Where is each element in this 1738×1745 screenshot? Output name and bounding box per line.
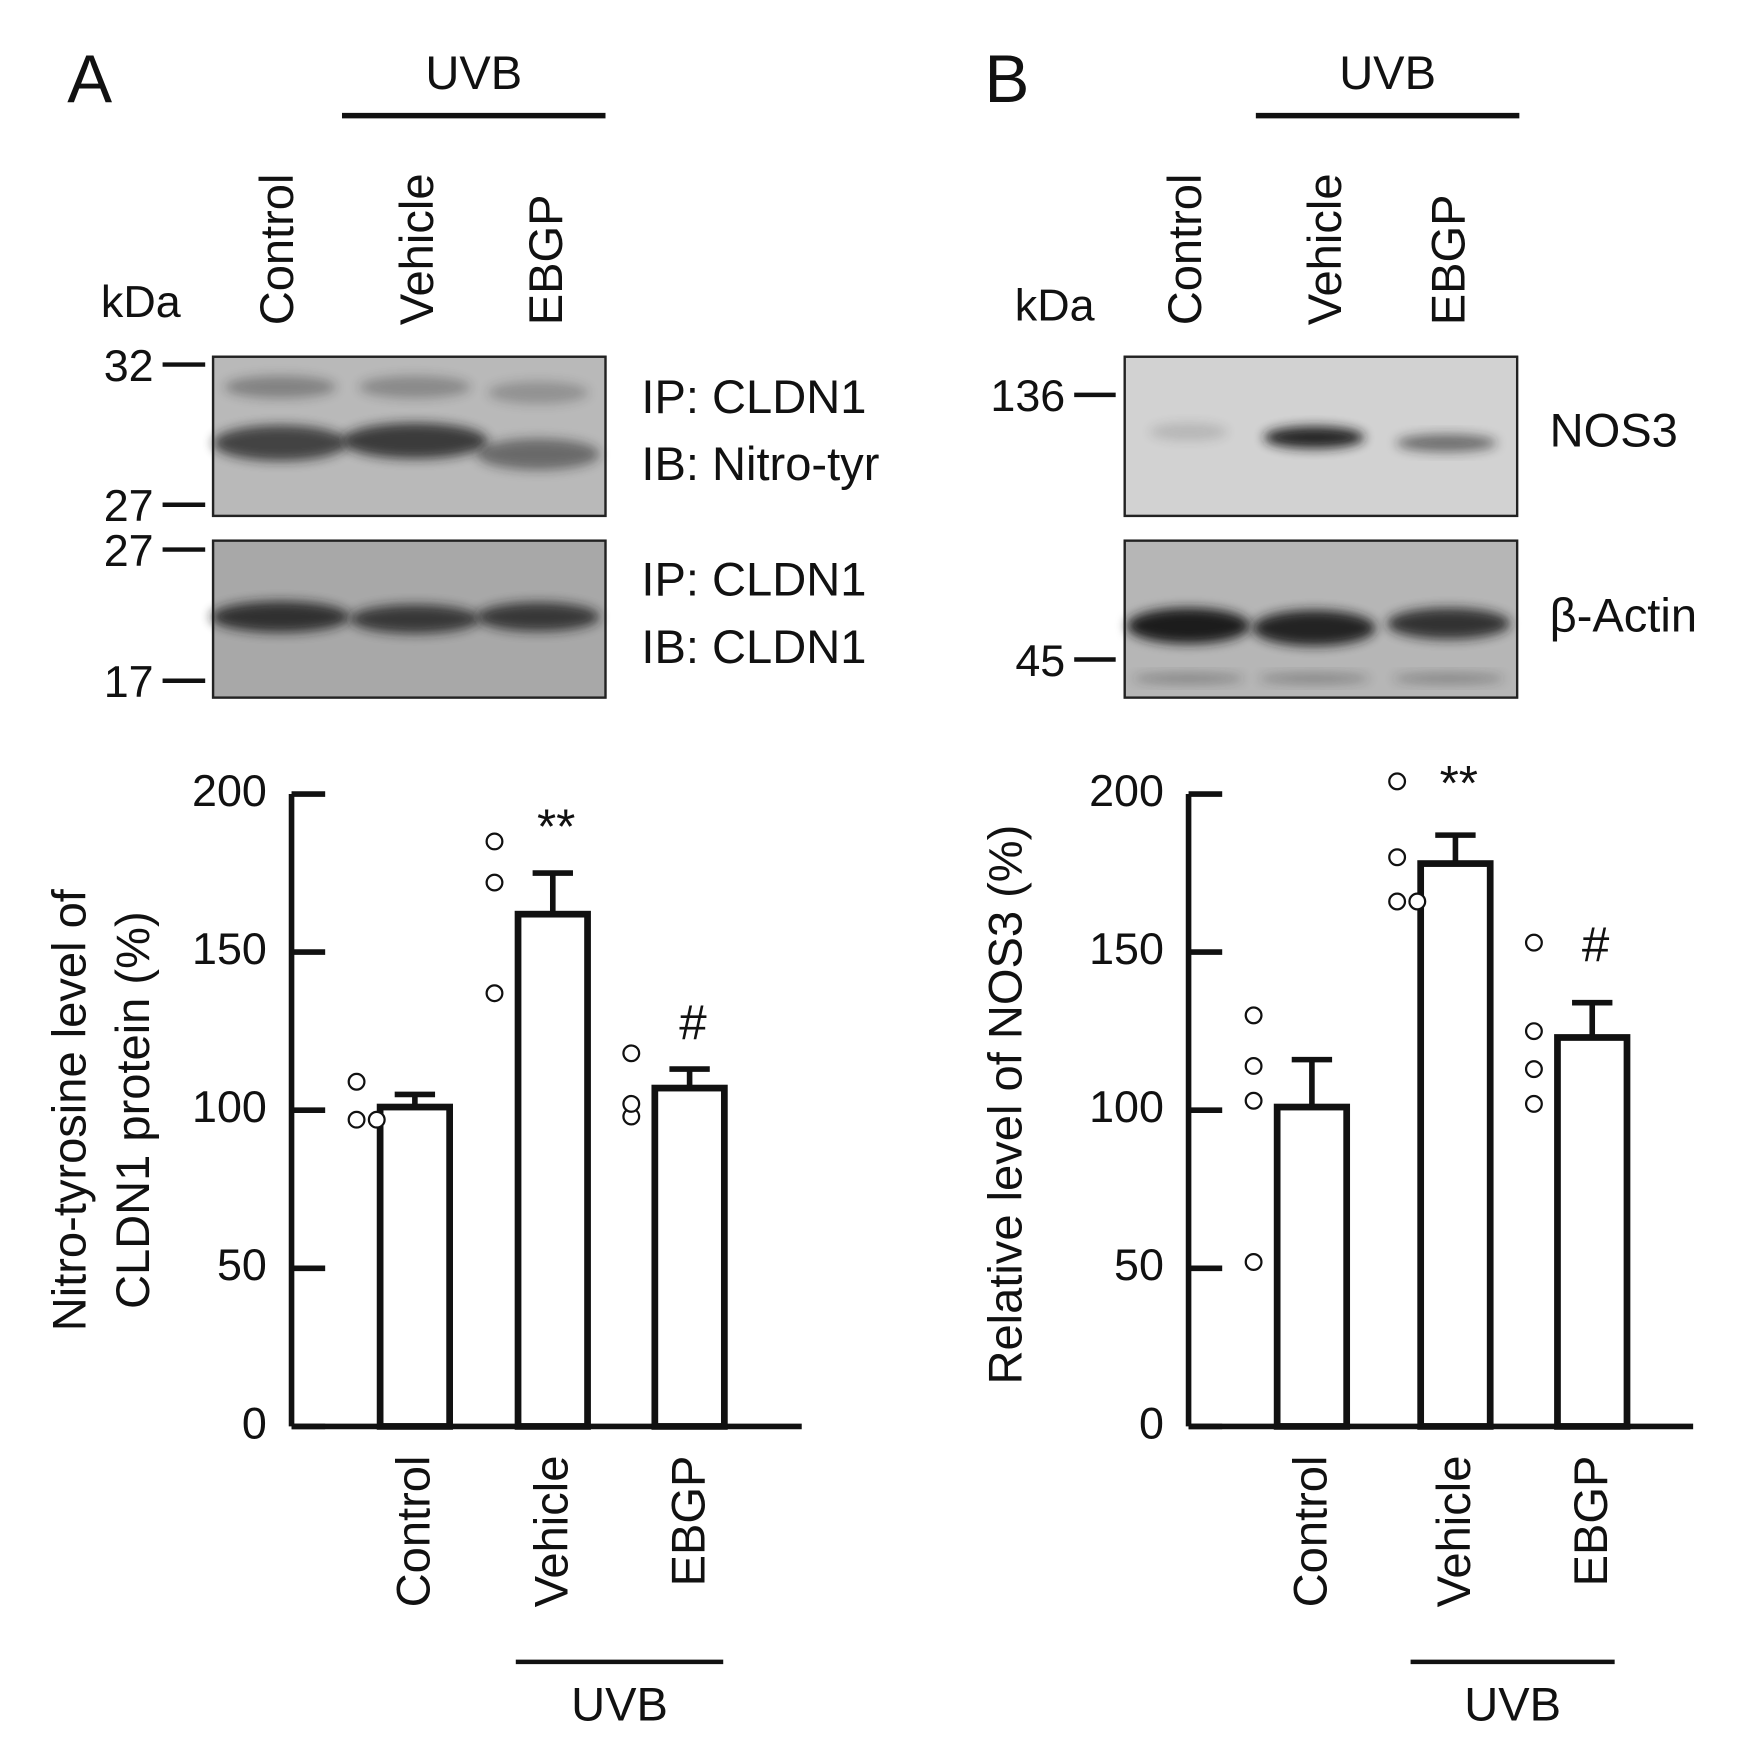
y-axis-label: Relative level of NOS3 (%) [979,825,1032,1385]
significance: # [679,996,707,1051]
y-tick-label: 150 [1089,923,1164,974]
lane-label: EBGP [1422,194,1475,325]
blot-frame [211,355,607,518]
blot-label: IP: CLDN1 [641,553,866,606]
data-point [1524,1022,1543,1041]
lane-label: Vehicle [390,173,443,325]
bar [1417,860,1494,1430]
data-point [1244,1056,1263,1075]
y-tick-label: 0 [242,1397,267,1448]
lane-label: Control [250,174,303,326]
uvb-label: UVB [425,46,522,99]
data-point [622,1044,641,1063]
data-point [1388,848,1407,867]
kda-value: 27 [104,525,154,576]
kda-value: 136 [990,370,1065,421]
y-tick-label: 0 [1139,1397,1164,1448]
significance: # [1582,917,1610,972]
bar [1554,1034,1631,1430]
y-tick-label: 100 [1089,1081,1164,1132]
band [487,381,589,404]
y-tick-label: 50 [1114,1239,1164,1290]
kda-label: kDa [101,276,181,327]
blot-label: NOS3 [1550,404,1678,457]
lane-label: EBGP [519,194,572,325]
x-tick-label: Vehicle [1427,1456,1480,1608]
band [213,425,348,461]
kda-value: 17 [104,656,154,707]
x-tick-label: Control [387,1456,440,1608]
blot-frame [1123,355,1519,518]
data-point [622,1094,641,1113]
data-point [1244,1006,1263,1025]
blot-frame [1123,539,1519,699]
data-point [485,873,504,892]
blot-frame [211,539,607,699]
panel-letter: A [67,42,112,117]
data-point [347,1072,366,1091]
blot-label: IB: CLDN1 [641,620,866,673]
band [1149,422,1228,441]
x-tick-label: Vehicle [524,1456,577,1608]
band [1258,672,1371,685]
data-point [1244,1253,1263,1271]
significance: ** [1440,756,1478,811]
blot-label: IP: CLDN1 [641,370,866,423]
band [1387,607,1511,640]
kda-value: 32 [104,340,154,391]
y-tick-label: 50 [217,1239,267,1290]
data-point [485,984,504,1003]
bar [1273,1103,1351,1430]
band [1126,607,1251,644]
kda-value: 45 [1015,635,1065,686]
data-point [1524,1060,1543,1079]
data-point [1244,1091,1263,1110]
data-point [347,1110,366,1129]
blot-label: IB: Nitro-tyr [641,437,879,490]
x-tick-label: EBGP [661,1456,714,1587]
uvb-label: UVB [571,1677,668,1730]
data-point [1388,772,1407,791]
bar [651,1084,728,1430]
band [341,422,488,459]
uvb-label: UVB [1339,46,1436,99]
band [349,604,480,634]
data-point [1388,892,1407,911]
data-point [367,1110,386,1129]
kda-label: kDa [1015,279,1095,330]
band [224,375,337,399]
band [358,375,471,399]
data-point [1408,892,1427,911]
data-point [1524,933,1543,952]
y-tick-label: 150 [192,923,267,974]
band [1252,610,1376,646]
kda-value: 27 [104,480,154,531]
y-axis-label: CLDN1 protein (%) [106,911,159,1309]
uvb-label: UVB [1464,1677,1561,1730]
lane-label: Vehicle [1298,173,1351,325]
band [476,438,600,470]
band [1396,434,1497,453]
y-tick-label: 200 [192,765,267,816]
panel-letter: B [984,42,1029,117]
significance: ** [537,799,575,854]
y-tick-label: 200 [1089,765,1164,816]
x-tick-label: EBGP [1564,1456,1617,1587]
bar [514,910,591,1430]
y-tick-label: 100 [192,1081,267,1132]
data-point [1524,1094,1543,1113]
lane-label: Control [1158,174,1211,326]
band [210,601,350,633]
data-point [485,832,504,851]
y-axis-label: Nitro-tyrosine level of [42,888,95,1331]
band [1392,672,1505,685]
band [476,602,600,632]
blot-label: β-Actin [1550,589,1697,642]
x-tick-label: Control [1284,1456,1337,1608]
bar [376,1103,454,1430]
band [1132,672,1245,685]
band [1263,426,1365,449]
